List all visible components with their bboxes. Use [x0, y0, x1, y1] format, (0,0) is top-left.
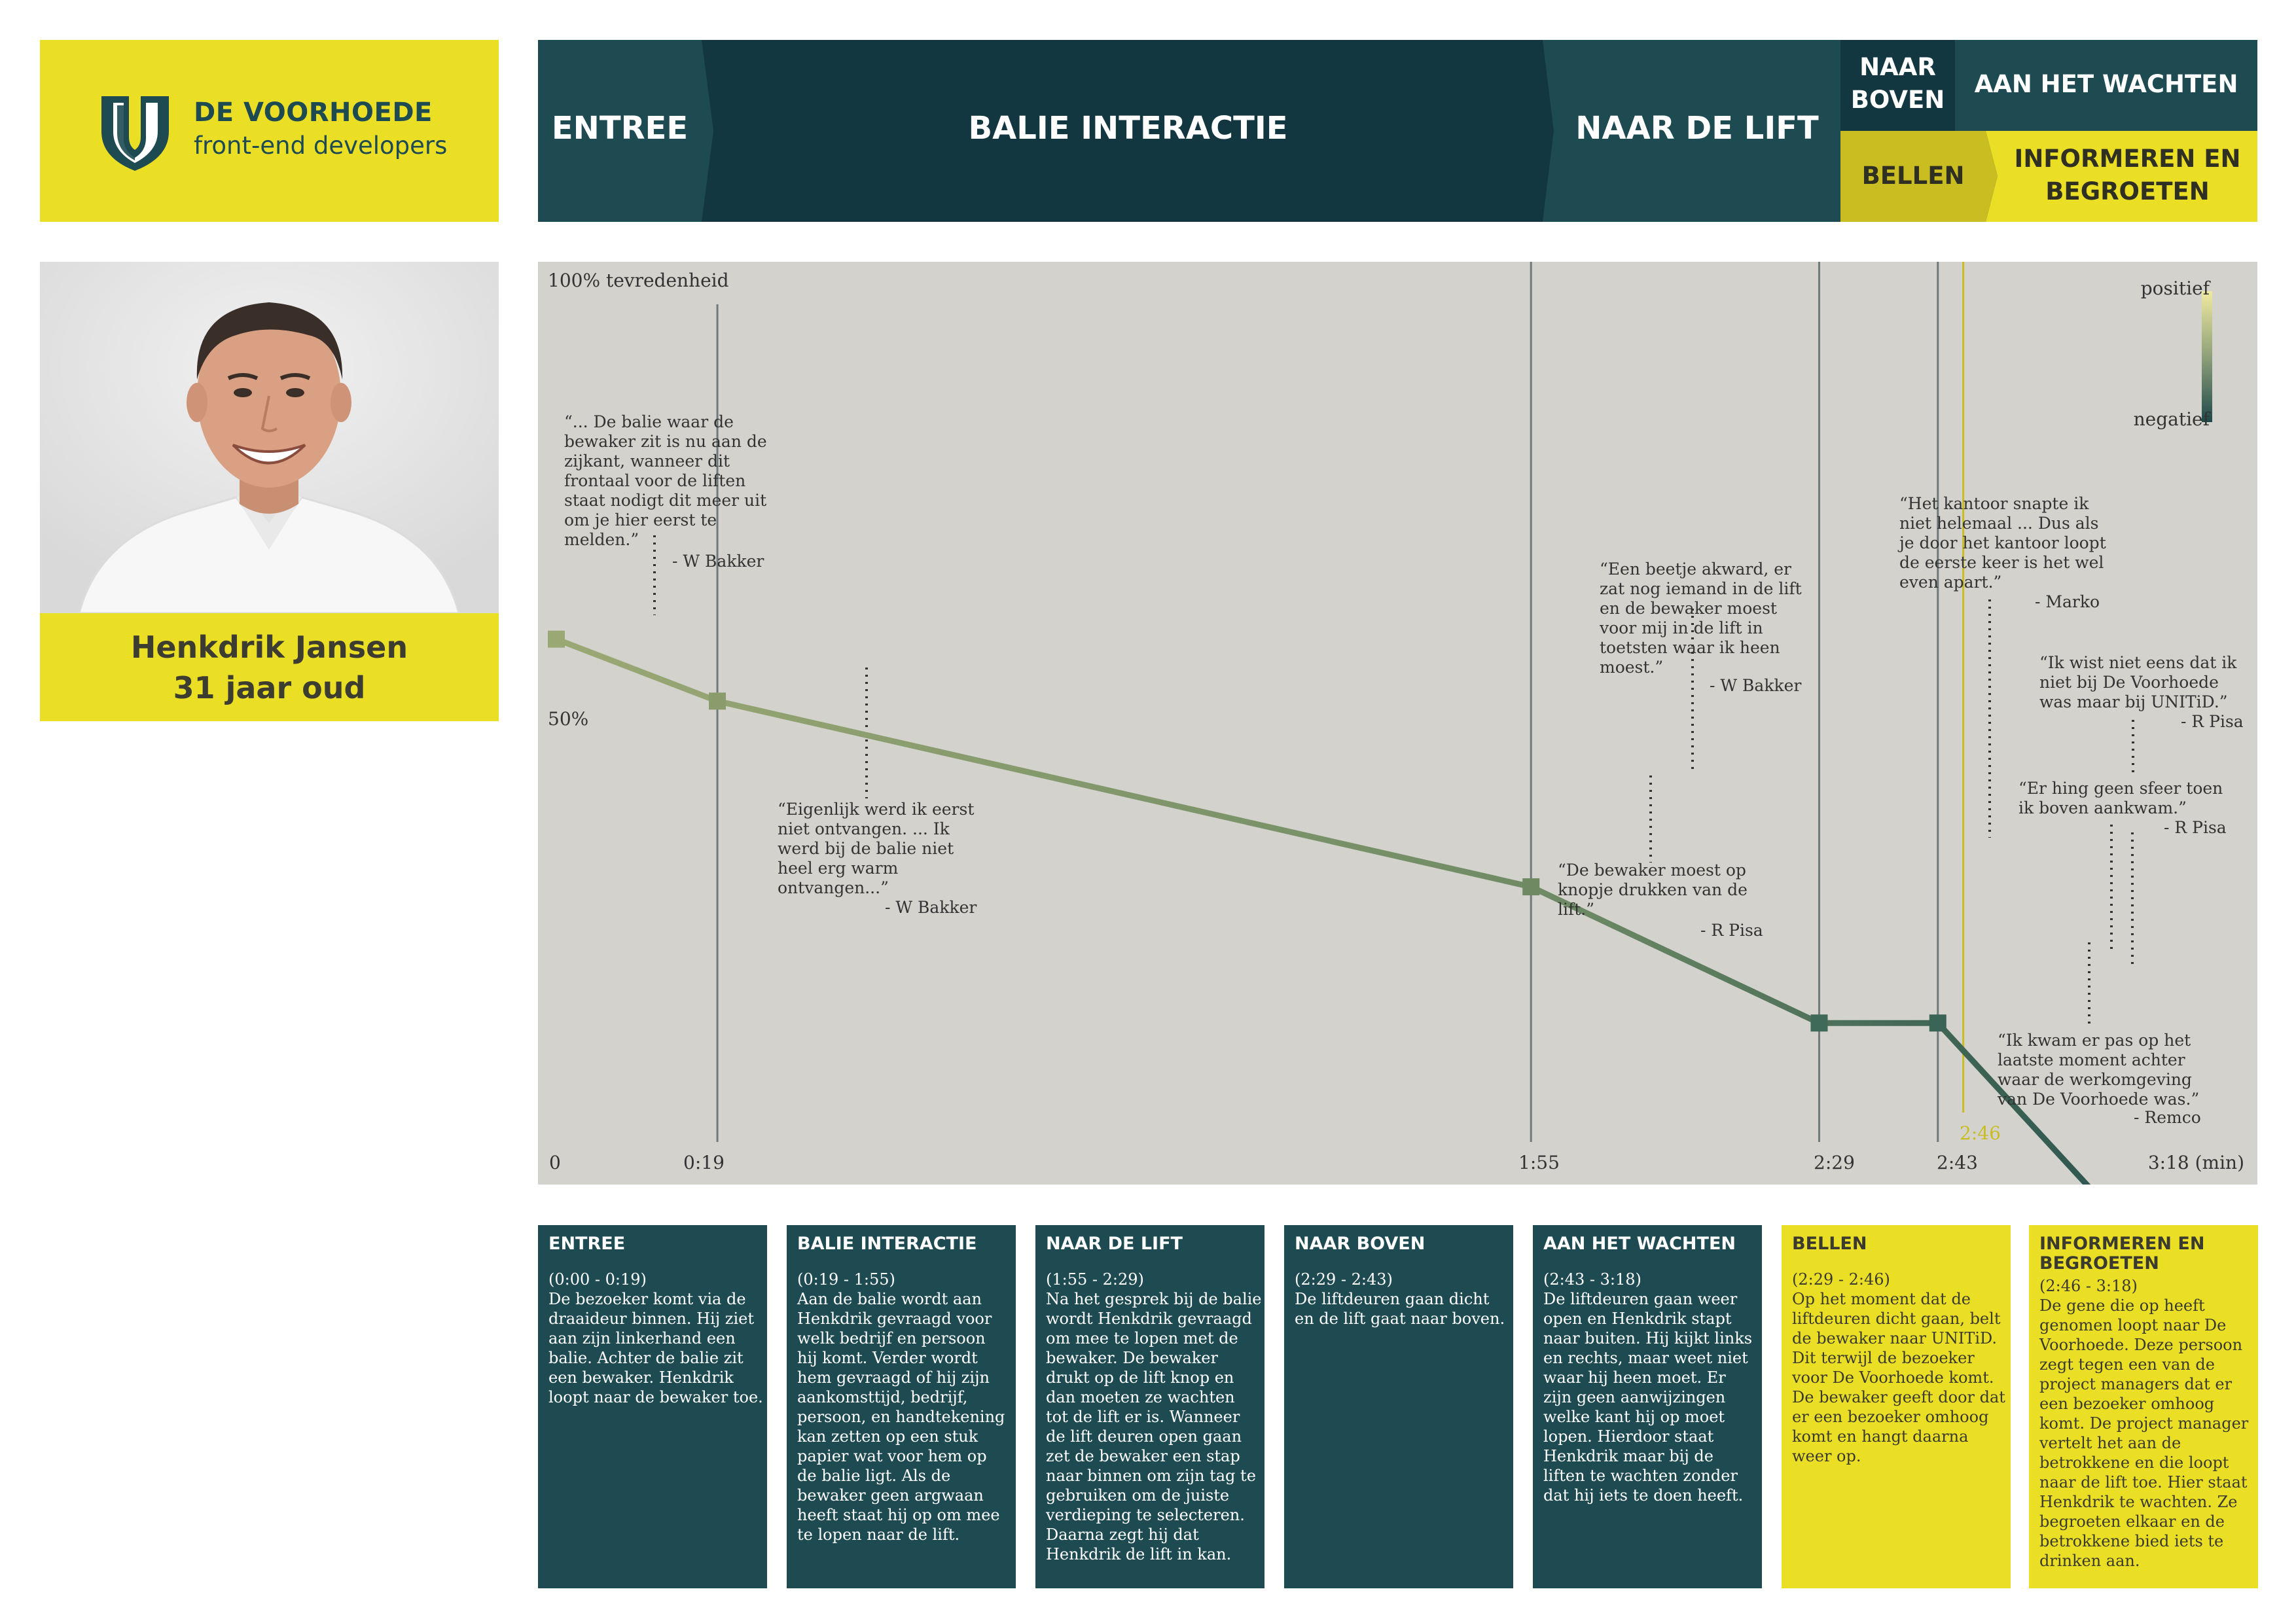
quote-author: - W Bakker	[672, 552, 764, 571]
data-point	[1810, 1014, 1828, 1032]
card-body: Op het moment dat de liftdeuren dicht ga…	[1792, 1290, 2005, 1465]
phase-naar-de-lift: NAAR DE LIFT	[1575, 110, 1819, 147]
card-title: ENTREE	[548, 1234, 626, 1254]
quote-text: “Ik kwam er pas op het laatste moment ac…	[1998, 1031, 2200, 1109]
satisfaction-series-line	[555, 636, 2091, 1185]
card-title: NAAR DE LIFT	[1046, 1234, 1183, 1254]
card-time-range: (2:46 - 3:18)	[2039, 1277, 2138, 1295]
card-naar-de-lift: NAAR DE LIFT (1:55 - 2:29) Na het gespre…	[1035, 1225, 1265, 1588]
x-tick-0-19: 0:19	[683, 1152, 725, 1173]
x-tick-1-55: 1:55	[1518, 1152, 1560, 1173]
card-body: De bezoeker komt via de draaideur binnen…	[548, 1290, 763, 1406]
legend-negative-label: negatief	[2133, 408, 2210, 430]
phase-informeren-line1: INFORMEREN EN	[2014, 145, 2241, 173]
persona-age: 31 jaar oud	[173, 669, 366, 705]
quote-text: “... De balie waar de bewaker zit is nu …	[564, 412, 767, 549]
quote-text: “Ik wist niet eens dat ik niet bij De Vo…	[2039, 653, 2237, 711]
data-point	[709, 692, 726, 710]
x-tick-2-46: 2:46	[1960, 1122, 2001, 1144]
logo-tagline: front-end developers	[194, 132, 448, 160]
quote-author: - W Bakker	[885, 898, 977, 917]
phase-naar-boven-line2: BOVEN	[1850, 86, 1945, 114]
card-informeren-en-begroeten: INFORMEREN EN BEGROETEN (2:46 - 3:18) De…	[2029, 1225, 2258, 1588]
quote-text: “Een beetje akward, er zat nog iemand in…	[1600, 560, 1802, 677]
card-bellen: BELLEN (2:29 - 2:46) Op het moment dat d…	[1782, 1225, 2011, 1588]
card-time-range: (1:55 - 2:29)	[1046, 1270, 1144, 1289]
quote-text: “Eigenlijk werd ik eerst niet ontvangen.…	[778, 800, 975, 897]
data-point	[548, 630, 565, 648]
phase-balie-interactie: BALIE INTERACTIE	[968, 110, 1288, 147]
y-axis-mid-label: 50%	[548, 708, 589, 730]
card-title: INFORMEREN EN BEGROETEN	[2039, 1234, 2205, 1274]
phase-entree: ENTREE	[551, 110, 689, 147]
phase-header: ENTREE BALIE INTERACTIE NAAR DE LIFT NAA…	[538, 40, 2257, 222]
quote-text: “De bewaker moest op knopje drukken van …	[1558, 861, 1748, 919]
legend-positive-label: positief	[2140, 277, 2210, 299]
logo-name: DE VOORHOEDE	[194, 98, 433, 128]
card-title: AAN HET WACHTEN	[1543, 1234, 1736, 1254]
phase-naar-boven-line1: NAAR	[1859, 53, 1936, 81]
shield-logo-icon	[101, 96, 169, 171]
persona-photo	[40, 262, 499, 613]
card-title: NAAR BOVEN	[1295, 1234, 1426, 1254]
card-title: BALIE INTERACTIE	[797, 1234, 977, 1254]
persona-label: Henkdrik Jansen 31 jaar oud	[40, 613, 499, 721]
quote-author: - Marko	[2035, 592, 2100, 611]
logo: DE VOORHOEDE front-end developers	[40, 40, 499, 222]
quote-text: “Het kantoor snapte ik niet helemaal ...…	[1899, 494, 2106, 592]
data-point	[1929, 1014, 1946, 1032]
card-title: BELLEN	[1792, 1234, 1867, 1254]
y-axis-top-label: 100% tevredenheid	[548, 270, 729, 291]
card-body: De gene die op heeft genomen loopt naar …	[2039, 1296, 2249, 1570]
satisfaction-chart: 100% tevredenheid 50% positief negatief …	[538, 262, 2257, 1185]
x-tick-3-18: 3:18 (min)	[2147, 1152, 2244, 1173]
persona-name: Henkdrik Jansen	[130, 629, 408, 665]
card-time-range: (2:43 - 3:18)	[1543, 1270, 1641, 1289]
card-time-range: (2:29 - 2:46)	[1792, 1270, 1890, 1289]
card-body: Aan de balie wordt aan Henkdrik gevraagd…	[797, 1290, 1005, 1544]
card-time-range: (2:29 - 2:43)	[1295, 1270, 1393, 1289]
card-entree: ENTREE (0:00 - 0:19) De bezoeker komt vi…	[538, 1225, 767, 1588]
quote-author: - R Pisa	[2181, 712, 2244, 731]
card-balie-interactie: BALIE INTERACTIE (0:19 - 1:55) Aan de ba…	[787, 1225, 1016, 1588]
x-tick-2-29: 2:29	[1814, 1152, 1855, 1173]
phase-header-shapes	[538, 40, 2257, 222]
card-naar-boven: NAAR BOVEN (2:29 - 2:43) De liftdeuren g…	[1284, 1225, 1513, 1588]
quote-author: - R Pisa	[2164, 818, 2227, 837]
quote-author: - Remco	[2134, 1108, 2201, 1127]
quote-text: “Er hing geen sfeer toen ik boven aankwa…	[2018, 779, 2223, 817]
data-point	[1522, 878, 1540, 896]
card-aan-het-wachten: AAN HET WACHTEN (2:43 - 3:18) De liftdeu…	[1533, 1225, 1762, 1588]
quote-author: - R Pisa	[1700, 921, 1763, 940]
card-time-range: (0:00 - 0:19)	[548, 1270, 647, 1289]
card-body: De liftdeuren gaan dicht en de lift gaat…	[1295, 1290, 1505, 1328]
phase-informeren-line2: BEGROETEN	[2045, 177, 2210, 205]
legend-gradient-bar	[2202, 291, 2212, 422]
persona-portrait-image	[40, 262, 499, 613]
phase-aan-het-wachten: AAN HET WACHTEN	[1974, 70, 2238, 98]
card-time-range: (0:19 - 1:55)	[797, 1270, 895, 1289]
chart-canvas	[548, 262, 2212, 1185]
card-body: De liftdeuren gaan weer open en Henkdrik…	[1543, 1290, 1753, 1505]
x-tick-2-43: 2:43	[1937, 1152, 1978, 1173]
x-tick-0: 0	[549, 1152, 561, 1173]
card-body: Na het gesprek bij de balie wordt Henkdr…	[1046, 1290, 1262, 1563]
phase-bellen: BELLEN	[1861, 162, 1965, 190]
quote-author: - W Bakker	[1710, 676, 1802, 695]
